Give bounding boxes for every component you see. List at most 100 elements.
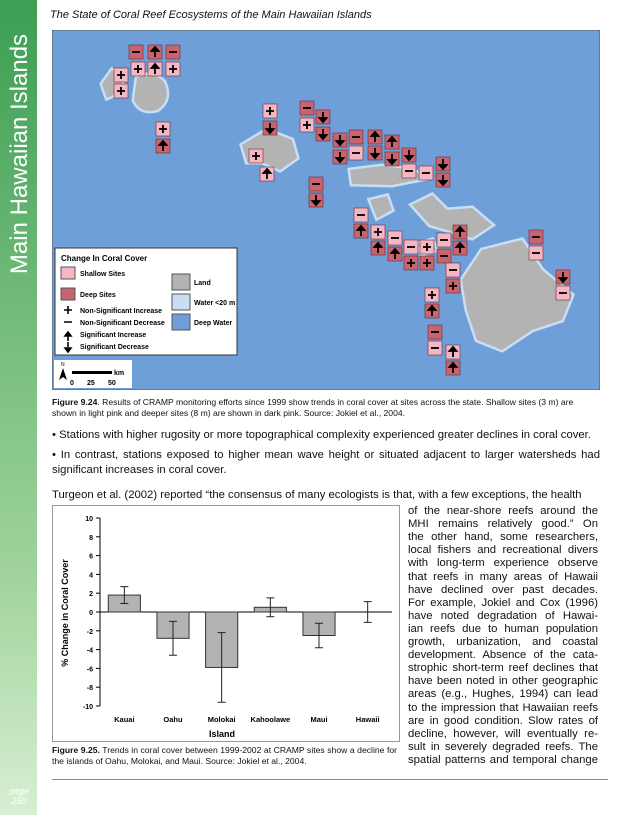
paragraph-line: For example, Jokiel and Cox (1996): [408, 596, 598, 609]
sidebar: [0, 0, 37, 815]
paragraph-line: growth, urbanization, and coastal: [408, 636, 598, 648]
marker-symbol: [334, 135, 346, 147]
scale-label: 0: [70, 380, 74, 387]
legend-swatch: [60, 287, 76, 301]
y-tick-label: 6: [89, 554, 93, 561]
y-tick-label: 4: [89, 572, 93, 579]
legend-label: Land: [194, 280, 211, 287]
marker-symbol: [447, 345, 459, 357]
legend-label: Significant Decrease: [80, 344, 149, 351]
marker-symbol: [437, 175, 449, 187]
kauai: [131, 72, 170, 114]
paragraph-line: that reefs in many areas of Hawaii: [408, 570, 598, 583]
marker-symbol: [389, 247, 401, 259]
scale-unit: km: [114, 370, 124, 377]
marker-symbol: [149, 62, 161, 74]
bullet: • Stations with higher rugosity or more …: [52, 429, 591, 441]
error-bar: [120, 586, 129, 605]
marker-symbol: [372, 241, 384, 253]
marker-symbol: [117, 71, 125, 79]
paragraph-line: the other hand, some researchers,: [408, 531, 598, 544]
marker-symbol: [407, 259, 415, 267]
legend-swatch: [171, 293, 191, 311]
legend-swatch: [171, 313, 191, 331]
marker-symbol: [449, 282, 457, 290]
north-arrow: [59, 368, 67, 380]
paragraph-line: Turgeon et al. (2002) reported “the cons…: [52, 489, 582, 501]
marker-symbol: [423, 259, 431, 267]
site-markers: [113, 44, 571, 376]
x-axis-label: Island: [209, 729, 235, 739]
page-value: 250: [11, 796, 27, 806]
x-tick-label: Oahu: [163, 715, 183, 724]
lanai: [366, 193, 396, 222]
marker-symbol: [369, 148, 381, 160]
legend-label: Deep Sites: [80, 292, 116, 299]
marker-symbol: [117, 87, 125, 95]
marker-symbol: [426, 304, 438, 316]
paragraph-line: to the impression that Hawaiian reefs: [408, 701, 598, 714]
marker-symbol: [454, 225, 466, 237]
marker-symbol: [169, 65, 177, 73]
marker-symbol: [386, 135, 398, 147]
marker-symbol: [310, 195, 322, 207]
paragraph-line: decline, however, will eventually re-: [408, 727, 598, 740]
x-tick-label: Kauai: [114, 715, 134, 724]
marker-symbol: [134, 65, 142, 73]
caption-label: Figure 9.25.: [52, 745, 100, 755]
legend-label: Water <20 m: [194, 300, 235, 307]
x-tick-label: Maui: [310, 715, 327, 724]
marker-symbol: [403, 150, 415, 162]
marker-symbol: [149, 45, 161, 57]
caption-text: . Results of CRAMP monitoring efforts si…: [52, 397, 574, 418]
marker-symbol: [374, 228, 382, 236]
paragraph-line: are in good condition. Slow rates of: [408, 714, 598, 727]
legend-label: Non-Significant Increase: [80, 308, 162, 315]
scale-bar: [72, 371, 112, 374]
paragraph-line: of the near-shore reefs around the: [408, 505, 598, 517]
y-tick-label: 8: [89, 535, 93, 542]
page-label: page: [8, 786, 30, 796]
x-tick-label: Kahoolawe: [251, 715, 291, 724]
paragraph-line: have been noted in other geographic: [408, 675, 598, 688]
marker-symbol: [261, 167, 273, 179]
y-tick-label: -10: [83, 704, 93, 711]
paragraph-line: ian reefs due to human population: [408, 622, 598, 635]
marker-symbol: [423, 243, 431, 251]
header: The State of Coral Reef Ecosystems of th…: [50, 9, 372, 21]
marker-symbol: [264, 123, 276, 135]
y-tick-label: 2: [89, 591, 93, 598]
footer-rule: [52, 779, 608, 780]
marker-symbol: [355, 224, 367, 236]
error-bar: [363, 601, 372, 623]
legend-box: [54, 247, 238, 356]
paragraph-line: local fishers and recreational divers: [408, 544, 598, 557]
error-bar: [266, 597, 275, 618]
legend-label: Shallow Sites: [80, 271, 125, 278]
marker-symbol: [334, 152, 346, 164]
legend-swatch: [60, 266, 76, 280]
x-tick-label: Hawaii: [356, 715, 380, 724]
y-tick-label: -2: [87, 629, 93, 636]
y-tick-label: -8: [87, 685, 93, 692]
y-tick-label: 0: [89, 610, 93, 617]
scale-label: 25: [87, 380, 95, 387]
marker-symbol: [157, 139, 169, 151]
y-tick-label: 10: [85, 516, 93, 523]
bullet: • In contrast, stations exposed to highe…: [52, 449, 600, 476]
legend-swatch: [171, 273, 191, 291]
marker-symbol: [437, 159, 449, 171]
page-number: page 250: [4, 786, 34, 806]
north: N: [61, 362, 65, 368]
figure-caption: Figure 9.24. Results of CRAMP monitoring…: [52, 397, 600, 419]
paragraph-line: areas (e.g., Hughes, 1994) can lead: [408, 688, 598, 701]
marker-symbol: [159, 125, 167, 133]
map: Change In Coral Cover Shallow Sites Deep…: [52, 30, 600, 390]
marker-symbol: [454, 241, 466, 253]
marker-symbol: [317, 112, 329, 124]
marker-symbol: [317, 129, 329, 141]
caption-label: Figure 9.24: [52, 397, 98, 407]
y-tick-label: -4: [87, 648, 93, 655]
legend-label: Non-Significant Decrease: [80, 320, 165, 327]
